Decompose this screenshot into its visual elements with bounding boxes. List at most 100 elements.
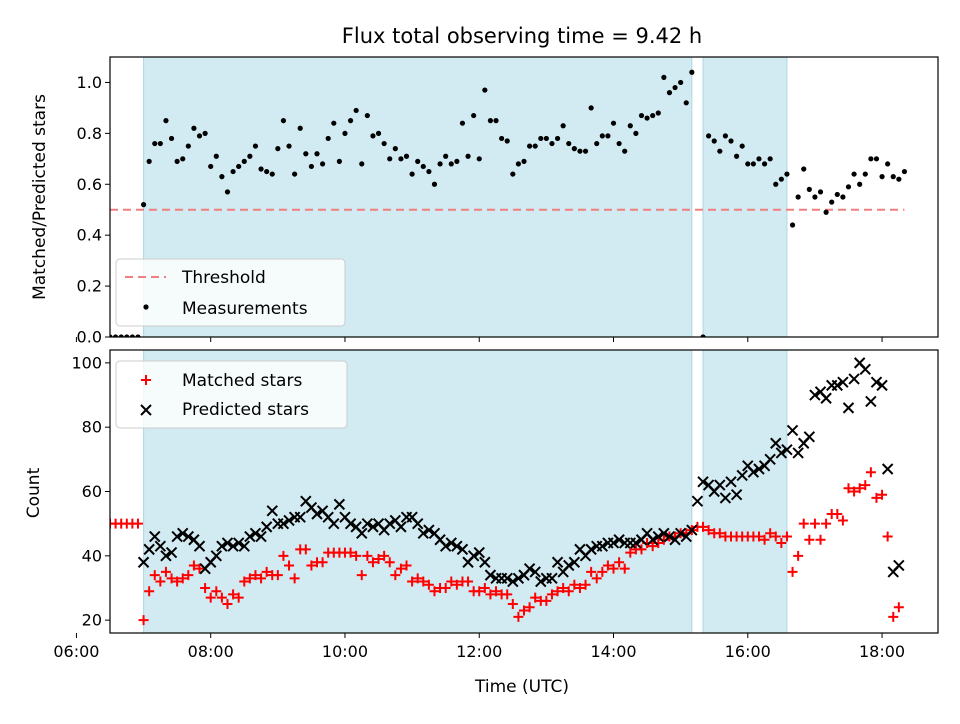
predicted-stars-point	[563, 559, 575, 572]
predicted-stars-point	[881, 463, 894, 475]
measurements-point	[202, 130, 208, 136]
measurements-point	[873, 156, 880, 162]
predicted-stars-point	[568, 556, 581, 568]
top-panel: 0.0 0.2 0.4 0.6 0.8 1.0 Threshold Measurements	[75, 56, 939, 347]
measurements-point	[896, 176, 902, 182]
matched-stars-point	[770, 531, 781, 542]
measurements-point	[398, 156, 404, 162]
predicted-stars-point	[691, 495, 704, 507]
predicted-stars-point	[893, 559, 905, 572]
measurements-point	[241, 158, 247, 164]
measurements-point	[420, 163, 426, 170]
matched-stars-point	[597, 566, 608, 577]
measurements-point	[700, 334, 706, 337]
predicted-stars-point	[848, 373, 860, 385]
measurements-point	[655, 110, 661, 116]
predicted-stars-point	[775, 447, 788, 459]
measurements-point	[163, 118, 169, 124]
matched-stars-point	[474, 586, 485, 597]
measurements-point	[258, 166, 264, 172]
predicted-stars-point	[255, 530, 267, 543]
measurements-point	[644, 115, 650, 121]
measurements-point	[236, 163, 242, 170]
measurements-point	[566, 140, 572, 147]
measurements-point	[571, 146, 577, 152]
measurements-point	[370, 133, 376, 139]
top-markers	[110, 69, 908, 337]
predicted-stars-point	[361, 517, 374, 530]
matched-stars-point	[216, 592, 227, 603]
measurements-point	[885, 161, 891, 167]
predicted-stars-point	[501, 572, 513, 585]
measurements-point	[560, 123, 566, 129]
measurements-point	[359, 161, 365, 167]
measurements-point	[666, 90, 673, 96]
matched-stars-point	[714, 528, 725, 539]
measurements-point	[146, 158, 152, 164]
predicted-stars-point	[658, 527, 670, 540]
predicted-stars-point	[216, 540, 228, 552]
matched-stars-point	[479, 582, 490, 593]
matched-stars-point	[860, 480, 871, 491]
matched-stars-point	[815, 534, 826, 545]
x-tick-label: 14:00	[590, 642, 636, 661]
measurements-point	[538, 135, 544, 142]
predicted-stars-point	[294, 511, 306, 523]
measurements-point	[275, 146, 281, 152]
predicted-stars-point	[221, 537, 234, 549]
measurements-point	[112, 334, 119, 337]
predicted-stars-point	[210, 550, 223, 562]
x-tick-label: 10:00	[322, 642, 368, 661]
measurements-point	[342, 130, 348, 136]
predicted-stars-point	[781, 443, 793, 456]
predicted-stars-point	[417, 527, 430, 540]
measurements-point	[504, 138, 510, 144]
matched-stars-point	[485, 589, 496, 600]
matched-stars-point	[586, 566, 597, 577]
matched-stars-point	[261, 566, 272, 577]
measurements-point	[314, 151, 320, 157]
matched-stars-point	[569, 579, 580, 590]
measurements-point	[499, 135, 505, 142]
matched-stars-point	[625, 547, 636, 558]
measurements-point	[510, 171, 516, 177]
measurements-point	[795, 194, 801, 200]
bottom-y-tick-label: 60	[82, 482, 102, 501]
matched-stars-point	[272, 570, 283, 581]
legend-matched-label: Matched stars	[182, 371, 302, 391]
measurements-point	[661, 74, 667, 80]
predicted-stars-point	[876, 379, 888, 392]
predicted-stars-point	[831, 379, 844, 392]
legend-predicted-swatch	[140, 404, 152, 416]
matched-stars-point	[602, 560, 613, 571]
measurements-point	[706, 133, 712, 139]
predicted-stars-point	[842, 402, 855, 414]
predicted-stars-point	[283, 514, 295, 527]
bottom-legend: Matched stars Predicted stars	[115, 360, 348, 429]
bottom-y-tick-label: 40	[82, 546, 102, 565]
matched-stars-point	[395, 563, 406, 574]
measurements-point	[448, 161, 454, 167]
predicted-stars-point	[730, 489, 743, 501]
top-y-tick-label: 0.4	[77, 226, 102, 245]
matched-stars-point	[765, 528, 776, 539]
matched-stars-point	[373, 554, 384, 565]
matched-stars-point	[423, 579, 434, 590]
matched-stars-point	[843, 483, 854, 494]
predicted-stars-point	[439, 540, 452, 552]
measurements-point	[381, 140, 387, 147]
matched-stars-point	[507, 599, 518, 610]
measurements-point	[129, 334, 135, 337]
measurements-point	[471, 112, 477, 119]
matched-stars-point	[698, 521, 709, 532]
matched-stars-point	[228, 589, 239, 600]
predicted-stars-point	[344, 517, 357, 530]
measurements-point	[678, 79, 684, 86]
matched-stars-point	[865, 467, 876, 478]
measurements-point	[767, 156, 773, 162]
x-tick-label: 18:00	[859, 642, 905, 661]
predicted-stars-point	[328, 517, 340, 530]
legend-measurements-swatch	[143, 304, 149, 310]
bottom-observing-interval-1	[702, 349, 788, 634]
matched-stars-point	[608, 563, 619, 574]
